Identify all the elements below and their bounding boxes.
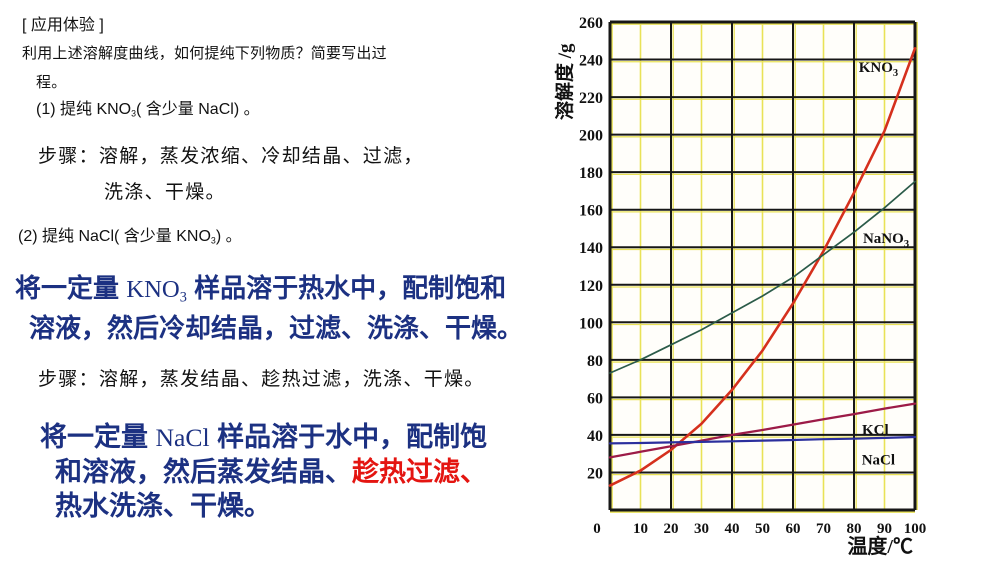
answer-2-line-2: 和溶液，然后蒸发结晶、趁热过滤、: [55, 457, 487, 487]
x-tick-label: 10: [633, 521, 648, 537]
answer-2-line-1: 将一定量 NaCl 样品溶于水中，配制饱: [40, 422, 488, 452]
y-tick-label: 120: [579, 278, 603, 295]
x-tick-label: 40: [725, 521, 740, 537]
y-tick-label: 100: [579, 315, 603, 332]
y-tick-label: 40: [587, 428, 603, 445]
curve-kno3: [608, 47, 917, 487]
solubility-chart: KNO3 NaNO3 KCl NaCl 20 40 60 80 100 120 140 160 180 2…: [545, 0, 1000, 563]
section-header: [ 应用体验 ]: [22, 17, 104, 34]
steps-1-line-2: 洗涤、干燥。: [104, 182, 226, 203]
y-axis-title: 溶解度 /g: [553, 43, 576, 120]
steps-2-line: 步骤：溶解，蒸发结晶、趁热过滤，洗涤、干燥。: [38, 369, 485, 390]
curve-kcl: [608, 402, 917, 459]
curve-nano3: [609, 180, 916, 374]
answer-1-line-1: 将一定量 KNO3 样品溶于热水中，配制饱和: [15, 273, 507, 306]
label-kno3: KNO3: [859, 60, 898, 79]
item-1-label: (1) 提纯 KNO3( 含少量 NaCl) 。: [36, 101, 260, 119]
x-tick-label: 0: [593, 521, 601, 537]
y-tick-label: 140: [579, 240, 603, 257]
steps-1-line-1: 步骤：溶解，蒸发浓缩、冷却结晶、过滤，: [38, 146, 424, 167]
y-tick-label: 220: [579, 90, 603, 107]
question-line-2: 程。: [36, 74, 67, 91]
x-tick-label: 60: [786, 521, 801, 537]
x-axis-title: 温度/℃: [847, 534, 913, 558]
x-tick-label: 50: [755, 521, 770, 537]
x-tick-label: 30: [694, 521, 709, 537]
x-tick-label: 80: [847, 521, 862, 537]
label-kcl: KCl: [862, 422, 889, 438]
x-tick-label: 70: [816, 521, 831, 537]
label-nano3: NaNO3: [863, 231, 909, 250]
x-tick-label: 100: [904, 521, 927, 537]
y-tick-label: 160: [579, 203, 603, 220]
y-tick-label: 20: [587, 465, 603, 482]
y-tick-label: 240: [579, 53, 603, 70]
item-2-label: (2) 提纯 NaCl( 含少量 KNO3) 。: [18, 228, 242, 246]
y-tick-label: 200: [579, 128, 603, 145]
y-tick-label: 60: [587, 390, 603, 407]
y-tick-label: 180: [579, 165, 603, 182]
solubility-chart-svg: KNO3NaNO3KClNaCl204060801001201401601802…: [553, 15, 927, 558]
label-nacl: NaCl: [862, 452, 895, 468]
x-tick-label: 90: [877, 521, 892, 537]
answer-2-line-3: 热水洗涤、干燥。: [55, 491, 271, 521]
y-tick-label: 80: [587, 353, 603, 370]
y-tick-label: 260: [579, 15, 603, 32]
question-line-1: 利用上述溶解度曲线，如何提纯下列物质？简要写出过: [22, 45, 387, 62]
x-tick-label: 20: [664, 521, 679, 537]
curve-nacl: [608, 435, 917, 445]
answer-1-line-2: 溶液，然后冷却结晶，过滤、洗涤、干燥。: [29, 313, 524, 343]
